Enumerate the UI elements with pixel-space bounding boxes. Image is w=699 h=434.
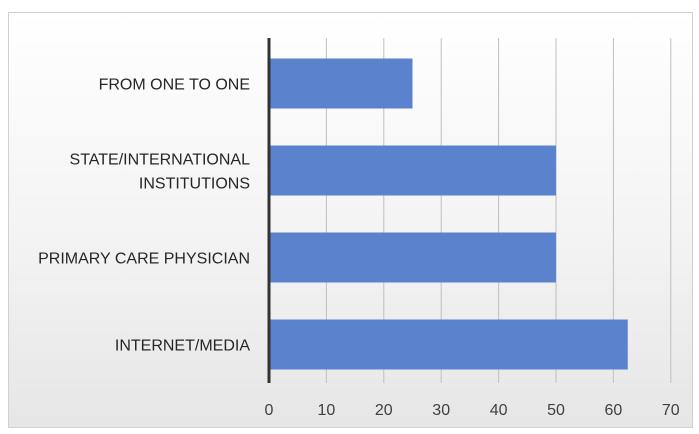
bar	[269, 319, 628, 370]
category-label-line: PRIMARY CARE PHYSICIAN	[38, 251, 250, 268]
category-label: STATE/INTERNATIONAL INSTITUTIONS	[70, 152, 251, 193]
x-tick-label: 10	[318, 402, 336, 419]
bars	[269, 58, 628, 370]
x-tick-labels: 0 10 20 30 40 50 60 70	[265, 402, 680, 419]
x-tick-label: 40	[490, 402, 508, 419]
x-tick-label: 0	[265, 402, 274, 419]
category-label: FROM ONE TO ONE	[99, 77, 250, 94]
category-label-line: STATE/INTERNATIONAL	[70, 152, 251, 169]
category-label: PRIMARY CARE PHYSICIAN	[38, 251, 250, 268]
x-tick-label: 70	[662, 402, 680, 419]
x-tick-label: 60	[605, 402, 623, 419]
category-label-line: INTERNET/MEDIA	[115, 338, 250, 355]
category-labels: FROM ONE TO ONE STATE/INTERNATIONAL INSTIT…	[38, 77, 250, 355]
x-tick-label: 50	[547, 402, 565, 419]
category-label-line: FROM ONE TO ONE	[99, 77, 250, 94]
category-label-line: INSTITUTIONS	[139, 176, 250, 193]
category-label: INTERNET/MEDIA	[115, 338, 250, 355]
x-tick-label: 30	[432, 402, 450, 419]
bar	[269, 145, 556, 196]
bar	[269, 58, 413, 109]
x-tick-label: 20	[375, 402, 393, 419]
bar	[269, 232, 556, 283]
